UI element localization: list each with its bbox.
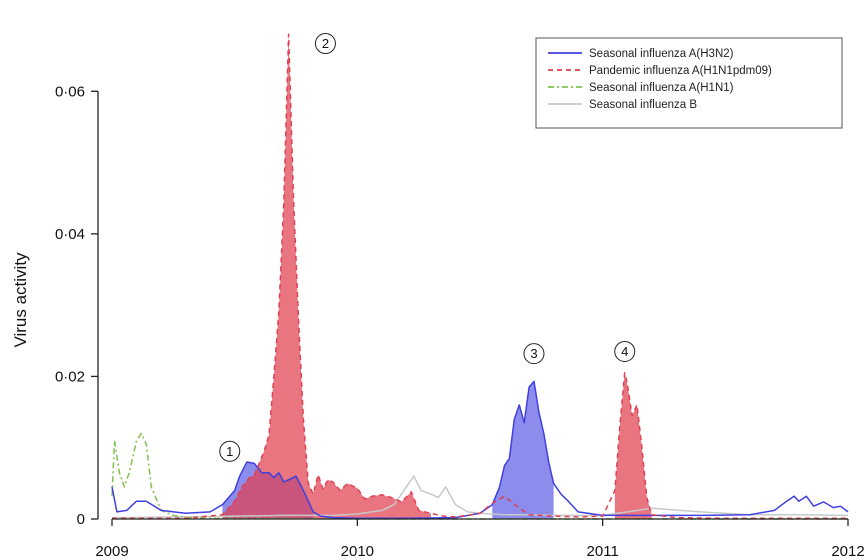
series-line-seasonal-influenza-b <box>111 475 849 519</box>
y-axis-title: Virus activity <box>11 252 30 348</box>
episode-2-label: 2 <box>322 36 329 51</box>
y-tick-label: 0 <box>77 511 85 528</box>
episode-4-fill <box>614 372 652 519</box>
x-tick-label: 2009 <box>95 543 128 560</box>
episode-annotations: 1 2 3 4 <box>219 33 636 462</box>
x-tick-label: 2012 <box>831 543 864 560</box>
episode-3-fill <box>492 381 554 519</box>
episode-2-fill <box>222 34 431 520</box>
shaded-episodes <box>222 34 652 520</box>
legend-label-pandemic-influenza-a-h1n1pdm09: Pandemic influenza A(H1N1pdm09) <box>589 65 772 77</box>
episode-3-label: 3 <box>530 346 537 361</box>
y-tick-label: 0·02 <box>55 368 85 385</box>
legend-label-seasonal-influenza-a-h1n1: Seasonal influenza A(H1N1) <box>589 82 734 94</box>
series-line-seasonal-influenza-a-h1n1 <box>111 432 848 520</box>
episode-2-marker <box>314 33 336 55</box>
series-lines <box>111 33 849 520</box>
series-line-pandemic-influenza-a-h1n1pdm09 <box>112 33 848 520</box>
legend-label-seasonal-influenza-b: Seasonal influenza B <box>589 99 697 111</box>
x-tick-label: 2011 <box>587 543 619 560</box>
legend-box <box>535 37 843 129</box>
y-tick-label: 0·04 <box>55 226 85 243</box>
axes: 2009 2010 2011 2012 0 0·02 0·04 0·06 <box>55 83 865 560</box>
legend-label-seasonal-influenza-a-h3n2: Seasonal influenza A(H3N2) <box>589 48 734 60</box>
episode-4-label: 4 <box>621 344 628 359</box>
x-tick-label: 2010 <box>341 543 374 560</box>
episode-3-marker <box>523 343 545 365</box>
episode-1-label: 1 <box>226 444 233 459</box>
y-tick-label: 0·06 <box>55 83 85 100</box>
legend: Seasonal influenza A(H3N2) Pandemic influ… <box>535 37 843 129</box>
episode-1-marker <box>219 440 241 462</box>
episode-4-marker <box>614 340 636 362</box>
series-line-seasonal-influenza-a-h3n2 <box>111 380 849 520</box>
